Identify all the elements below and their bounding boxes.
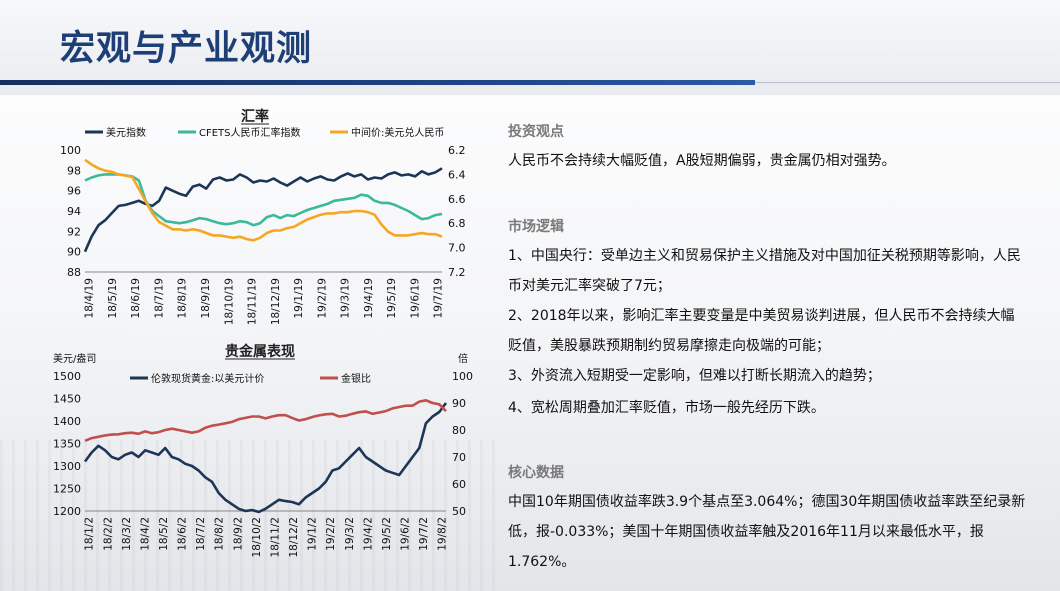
logic-point-1: 1、中国央行：受单边主义和贸易保护主义措施及对中国加征关税预期等影响，人民币对美…: [508, 248, 1021, 294]
x-tick-label: 18/12/2: [288, 517, 300, 557]
x-tick-label: 18/2/2: [102, 517, 114, 551]
y-tick-right: 90: [452, 397, 466, 410]
y-axis-left-label: 美元/盎司: [53, 352, 96, 365]
series-line: [84, 158, 443, 242]
title-underline: [0, 80, 755, 85]
y-tick-left: 88: [67, 266, 81, 279]
x-tick-label: 18/8/2: [214, 517, 226, 551]
core-data-text: 中国10年期国债收益率跌3.9个基点至3.064%；德国30年期国债收益率跌至纪…: [508, 494, 1026, 570]
section-title-logic: 市场逻辑: [508, 219, 564, 235]
title-underline-thin: [755, 82, 1060, 83]
x-tick-label: 19/7/2: [418, 517, 430, 551]
chart-title: 汇率: [241, 108, 269, 125]
x-tick-label: 18/1/2: [84, 517, 96, 551]
y-tick-left: 100: [60, 144, 81, 157]
x-tick-label: 19/1/2: [307, 517, 319, 551]
x-tick-label: 18/6/19: [130, 278, 142, 318]
x-tick-label: 18/12/19: [270, 278, 282, 325]
y-tick-right: 70: [452, 451, 466, 464]
x-tick-label: 19/1/19: [293, 278, 305, 318]
y-tick-left: 94: [67, 205, 81, 218]
y-tick-left: 90: [67, 246, 81, 259]
y-tick-left: 1300: [53, 460, 81, 473]
x-tick-label: 18/5/19: [107, 278, 119, 318]
y-tick-left: 1450: [53, 393, 81, 406]
y-tick-left: 1500: [53, 370, 81, 383]
x-tick-label: 19/5/2: [381, 517, 393, 551]
x-tick-label: 18/7/19: [153, 278, 165, 318]
y-tick-right: 50: [452, 505, 466, 518]
y-tick-right: 6.4: [448, 168, 466, 181]
x-tick-label: 18/3/2: [121, 517, 133, 551]
x-tick-label: 18/4/19: [84, 278, 96, 318]
logic-point-4: 4、宽松周期叠加汇率贬值，市场一般先经历下跌。: [508, 400, 825, 416]
y-tick-left: 92: [67, 225, 81, 238]
y-tick-right: 6.2: [448, 144, 466, 157]
legend-label: 美元指数: [106, 126, 146, 139]
y-tick-right: 6.6: [448, 193, 466, 206]
x-tick-label: 18/11/2: [269, 517, 281, 557]
series-line: [84, 398, 447, 443]
y-tick-right: 7.2: [448, 266, 466, 279]
legend-label: 中间价:美元兑人民币: [351, 126, 444, 139]
x-tick-label: 19/6/19: [409, 278, 421, 318]
y-tick-right: 100: [452, 370, 473, 383]
y-axis-right-label: 倍: [458, 352, 468, 365]
page-title: 宏观与产业观测: [60, 29, 313, 69]
series-line: [83, 167, 443, 253]
x-tick-label: 18/9/2: [232, 517, 244, 551]
legend-label: 金银比: [341, 372, 371, 385]
x-tick-label: 18/7/2: [195, 517, 207, 551]
x-tick-label: 18/8/19: [177, 278, 189, 318]
x-tick-label: 18/4/2: [139, 517, 151, 551]
x-tick-label: 18/5/2: [158, 517, 170, 551]
legend-label: CFETS人民币汇率指数: [199, 126, 301, 139]
x-tick-label: 19/3/2: [344, 517, 356, 551]
x-tick-label: 18/10/2: [251, 517, 263, 557]
section-title-data: 核心数据: [508, 465, 564, 481]
x-tick-label: 19/2/19: [316, 278, 328, 318]
y-tick-right: 80: [452, 424, 466, 437]
background-decoration: [0, 440, 500, 591]
investment-view-text: 人民币不会持续大幅贬值，A股短期偏弱，贵金属仍相对强势。: [508, 153, 896, 169]
x-tick-label: 19/3/19: [340, 278, 352, 318]
header-background: [0, 0, 1060, 95]
x-tick-label: 19/5/19: [386, 278, 398, 318]
x-tick-label: 19/6/2: [400, 517, 412, 551]
x-tick-label: 18/11/19: [247, 278, 259, 325]
x-tick-label: 18/6/2: [177, 517, 189, 551]
legend-label: 伦敦现货黄金:以美元计价: [151, 372, 264, 385]
y-tick-left: 96: [67, 185, 81, 198]
x-tick-label: 19/8/2: [437, 517, 449, 551]
x-tick-label: 19/4/2: [362, 517, 374, 551]
y-tick-right: 60: [452, 478, 466, 491]
x-tick-label: 19/4/19: [363, 278, 375, 318]
y-tick-right: 7.0: [448, 242, 466, 255]
x-tick-label: 18/10/19: [223, 278, 235, 325]
y-tick-left: 1250: [53, 483, 81, 496]
chart-title: 贵金属表现: [225, 343, 295, 360]
y-tick-left: 98: [67, 164, 81, 177]
section-title-view: 投资观点: [508, 124, 564, 140]
y-tick-left: 1350: [53, 438, 81, 451]
y-tick-left: 1400: [53, 415, 81, 428]
x-tick-label: 19/2/2: [325, 517, 337, 551]
x-tick-label: 19/7/19: [433, 278, 445, 318]
logic-point-3: 3、外资流入短期受一定影响，但难以打断长期流入的趋势；: [508, 368, 881, 384]
y-tick-right: 6.8: [448, 217, 466, 230]
x-tick-label: 18/9/19: [200, 278, 212, 318]
y-tick-left: 1200: [53, 505, 81, 518]
logic-point-2: 2、2018年以来，影响汇率主要变量是中美贸易谈判进展，但人民币不会持续大幅贬值…: [508, 308, 1015, 354]
series-line: [83, 402, 448, 514]
